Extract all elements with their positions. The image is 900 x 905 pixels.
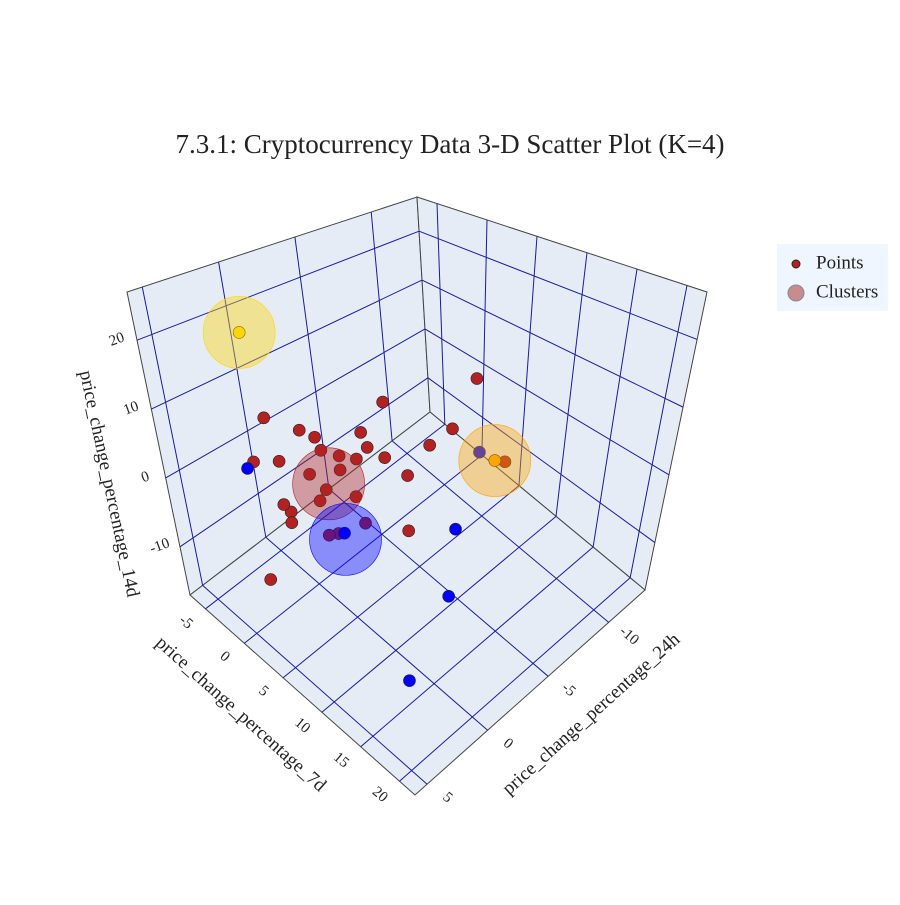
legend-label: Points xyxy=(816,252,864,273)
point xyxy=(449,522,462,536)
x-grid-line xyxy=(555,252,588,517)
point xyxy=(354,426,367,439)
point xyxy=(277,498,291,511)
x-grid-line xyxy=(481,219,488,455)
x-tick-label: 15 xyxy=(330,749,352,771)
z-tick-label: 20 xyxy=(107,330,127,350)
legend-label: Clusters xyxy=(816,281,878,302)
marks xyxy=(202,296,532,687)
scene-walls xyxy=(126,196,708,796)
chart-title: 7.3.1: Cryptocurrency Data 3-D Scatter P… xyxy=(175,129,724,159)
x-grid-line xyxy=(629,285,688,578)
point xyxy=(333,463,347,477)
z-tick-label: -10 xyxy=(148,535,172,557)
point xyxy=(470,372,484,385)
z-grid-line xyxy=(424,328,670,476)
x-tick-label: 10 xyxy=(291,715,313,737)
point xyxy=(359,516,372,530)
point xyxy=(308,430,321,444)
z-grid-line xyxy=(165,328,426,479)
point xyxy=(232,326,246,339)
x-grid-line xyxy=(360,546,594,748)
point xyxy=(442,589,455,603)
x-grid-line xyxy=(243,454,483,644)
z-grid-line xyxy=(427,377,656,543)
z-grid-line xyxy=(421,279,684,408)
point xyxy=(332,449,346,463)
point xyxy=(349,490,363,503)
x-tick-label: 20 xyxy=(369,784,391,806)
point xyxy=(322,528,336,542)
z-grid-line xyxy=(418,230,698,340)
point xyxy=(423,438,436,452)
x-grid-line xyxy=(321,515,557,713)
cluster-sphere xyxy=(458,424,532,497)
point xyxy=(285,516,299,530)
point xyxy=(313,494,327,508)
cluster-sphere xyxy=(202,296,276,369)
point xyxy=(488,454,502,467)
floor xyxy=(189,411,646,796)
point xyxy=(257,411,271,425)
y-tick-label: -5 xyxy=(559,680,579,700)
y-grid-line xyxy=(391,440,610,623)
x-grid-line xyxy=(436,203,446,425)
y-grid-line xyxy=(141,286,204,586)
point xyxy=(338,526,351,540)
y-grid-line xyxy=(265,536,488,731)
z-grid-line xyxy=(136,230,420,341)
point xyxy=(319,483,333,496)
x-grid-line xyxy=(399,577,631,782)
z-grid-line xyxy=(151,279,423,410)
point xyxy=(446,422,459,436)
legend-marker xyxy=(787,284,805,302)
x-grid-line xyxy=(282,485,520,679)
x-tick-label: 5 xyxy=(255,683,271,700)
legend: Points Clusters xyxy=(777,244,888,311)
x-tick-label: 0 xyxy=(217,648,233,665)
point xyxy=(350,452,363,466)
y-tick-label: 5 xyxy=(439,789,455,806)
x-grid-line xyxy=(205,423,446,610)
cluster-sphere xyxy=(309,503,382,576)
y-grid-line xyxy=(218,261,267,538)
point xyxy=(376,395,389,409)
x-tick-label: -5 xyxy=(176,612,196,632)
point xyxy=(303,467,316,481)
point xyxy=(378,451,391,464)
point xyxy=(264,573,278,586)
x-grid-line xyxy=(518,236,538,486)
z-tick-label: 10 xyxy=(121,398,141,418)
point xyxy=(473,445,486,459)
point xyxy=(241,462,254,475)
grid xyxy=(136,203,698,785)
y-tick-label: -10 xyxy=(616,623,642,648)
y-tick-label: 0 xyxy=(500,735,516,752)
x-grid-line xyxy=(592,268,638,548)
point xyxy=(401,469,414,482)
point xyxy=(272,454,286,468)
point xyxy=(403,674,416,687)
z-tick-label: 0 xyxy=(139,469,152,487)
y-grid-line xyxy=(202,584,428,785)
legend-marker xyxy=(791,259,801,269)
point xyxy=(292,423,306,437)
cluster-sphere xyxy=(292,447,365,521)
point xyxy=(402,524,415,538)
point xyxy=(360,441,374,454)
